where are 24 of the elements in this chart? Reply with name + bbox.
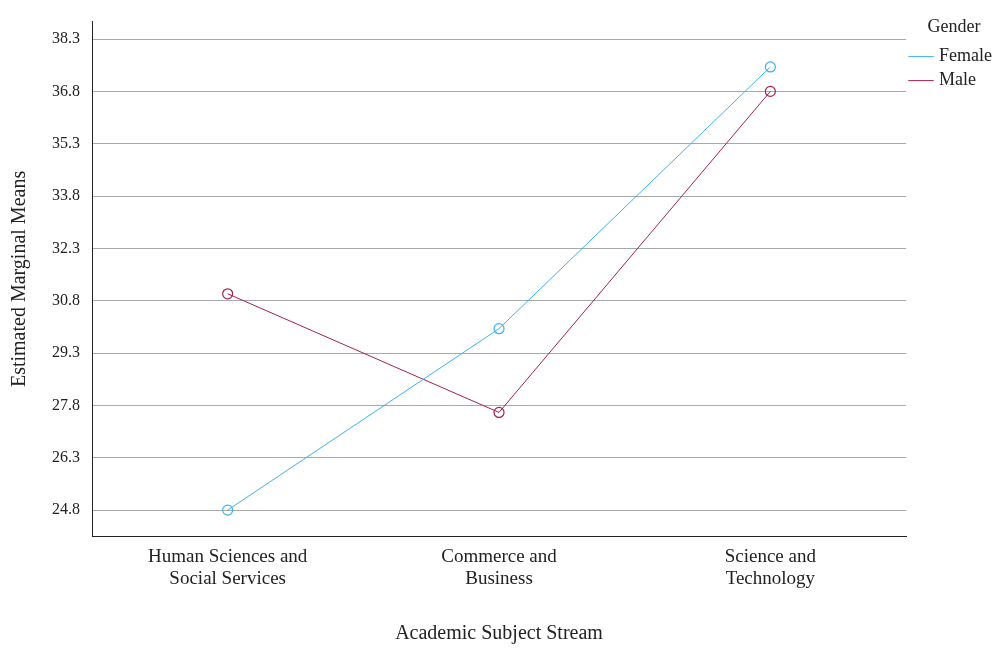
y-tick-label: 32.3 (52, 238, 80, 256)
point (764, 85, 776, 97)
y-tick-label: 29.3 (52, 343, 80, 361)
point (493, 323, 505, 335)
y-tick-label: 38.3 (52, 29, 80, 47)
y-tick-label: 36.8 (52, 81, 80, 99)
point (493, 406, 505, 419)
point (222, 288, 234, 300)
y-tick-label: 30.8 (52, 290, 80, 308)
x-axis-title: Academic Subject Stream (395, 621, 604, 645)
legend-label: Female (939, 45, 993, 66)
x-tick-label: Science and Technology (724, 545, 817, 589)
point (764, 61, 776, 73)
legend-label: Male (939, 69, 977, 90)
legend-title: Gender (927, 15, 981, 36)
x-tick-label: Human Sciences and Social Services (148, 545, 308, 589)
point (222, 504, 234, 516)
y-tick-label: 26.3 (52, 447, 80, 465)
x-tick-label: Commerce and Business (441, 545, 558, 589)
y-tick-label: 35.3 (52, 133, 80, 151)
y-tick-label: 33.8 (52, 186, 80, 204)
y-tick-label: 24.8 (52, 500, 80, 518)
y-tick-label: 27.8 (52, 395, 80, 413)
y-axis-title: Estimated Marginal Means (7, 170, 31, 388)
